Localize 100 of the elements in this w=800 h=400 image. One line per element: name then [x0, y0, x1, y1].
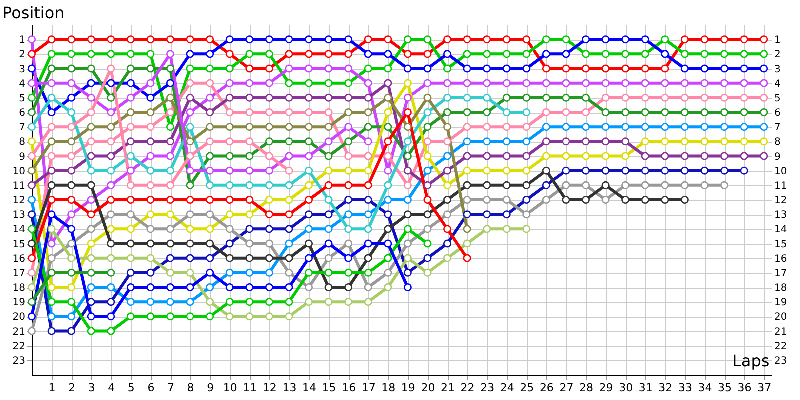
y-tick-label: 14	[12, 224, 26, 236]
point	[444, 94, 452, 102]
point	[186, 79, 194, 88]
point	[246, 240, 254, 248]
point	[641, 138, 650, 146]
point	[87, 94, 96, 102]
x-tick-label: 14	[302, 382, 317, 394]
point	[246, 225, 254, 234]
point	[483, 225, 492, 234]
point	[28, 298, 36, 306]
x-tick-label: 29	[599, 382, 614, 394]
point	[502, 196, 511, 204]
x-tick-label: 18	[382, 382, 396, 394]
point	[246, 268, 254, 277]
y2-tick-label: 20	[774, 312, 788, 324]
x-tick-label: 23	[480, 382, 495, 394]
point	[542, 166, 550, 175]
point	[146, 152, 155, 160]
point	[502, 152, 511, 160]
point	[424, 108, 432, 116]
point	[760, 138, 768, 146]
x-tick-label: 11	[243, 382, 258, 394]
point	[740, 166, 748, 175]
point	[28, 196, 36, 204]
point	[384, 210, 392, 219]
point	[107, 181, 116, 190]
point	[444, 50, 452, 58]
point	[48, 79, 56, 88]
y-axis-title: Position	[2, 4, 65, 22]
point	[48, 298, 56, 306]
point	[582, 36, 590, 44]
point	[700, 79, 709, 88]
point	[424, 166, 432, 175]
point	[324, 79, 333, 88]
point	[602, 36, 610, 44]
point	[87, 181, 96, 190]
x-axis-title: Laps	[732, 352, 770, 370]
point	[166, 312, 175, 321]
x-tick-label: 25	[520, 382, 534, 394]
point	[562, 166, 570, 175]
point	[384, 196, 392, 204]
point	[483, 79, 492, 88]
point	[265, 210, 274, 219]
point	[483, 138, 492, 146]
point	[28, 94, 36, 102]
point	[285, 312, 294, 321]
point	[68, 240, 76, 248]
point	[344, 210, 353, 219]
point	[126, 79, 135, 88]
point	[661, 108, 670, 116]
point	[344, 254, 353, 262]
x-tick-label: 32	[658, 382, 673, 394]
point	[186, 108, 194, 116]
point	[206, 284, 214, 292]
point	[344, 138, 353, 146]
point	[582, 181, 590, 190]
point	[720, 152, 729, 160]
point	[641, 152, 650, 160]
point	[582, 94, 590, 102]
point	[305, 298, 314, 306]
point	[226, 138, 234, 146]
point	[246, 138, 254, 146]
point	[720, 36, 729, 44]
point	[126, 94, 135, 102]
point	[305, 254, 314, 262]
point	[206, 254, 214, 262]
point	[265, 50, 274, 58]
point	[522, 36, 531, 44]
point	[522, 50, 531, 58]
point	[622, 108, 630, 116]
point	[166, 94, 175, 102]
point	[28, 284, 36, 292]
point	[246, 50, 254, 58]
point	[48, 254, 56, 262]
point	[344, 298, 353, 306]
point	[324, 64, 333, 73]
point	[344, 268, 353, 277]
point	[68, 268, 76, 277]
point	[344, 108, 353, 116]
point	[680, 50, 689, 58]
point	[760, 152, 768, 160]
point	[48, 327, 56, 336]
point	[404, 50, 412, 58]
point	[265, 196, 274, 204]
point	[87, 64, 96, 73]
point	[700, 152, 709, 160]
point	[324, 196, 333, 204]
y2-tick-label: 12	[774, 196, 788, 206]
point	[107, 254, 116, 262]
point	[364, 196, 372, 204]
point	[424, 268, 432, 277]
point	[166, 152, 175, 160]
point	[206, 36, 214, 44]
point	[226, 152, 234, 160]
point	[126, 138, 135, 146]
point	[700, 166, 709, 175]
point	[661, 94, 670, 102]
point	[324, 94, 333, 102]
x-tick-label: 17	[362, 382, 376, 394]
point	[641, 181, 650, 190]
